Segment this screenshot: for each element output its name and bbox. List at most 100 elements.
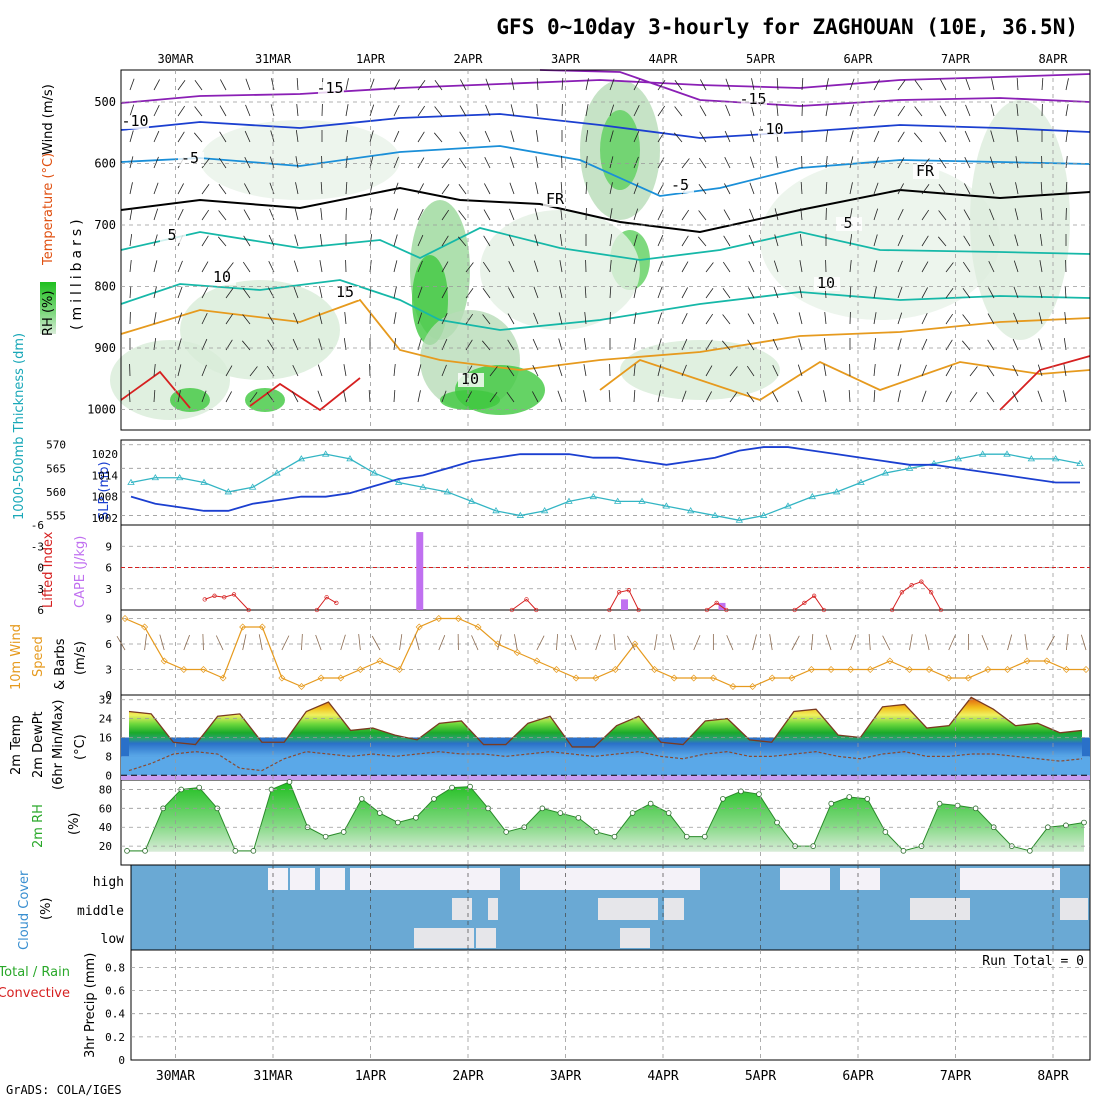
wind-barb: [535, 130, 539, 143]
lifted-index-point: [212, 593, 217, 598]
wind-barb-10m: [925, 634, 930, 651]
rh-point: [900, 848, 907, 854]
contour-label: -15: [316, 79, 343, 97]
wind-barb: [609, 286, 612, 299]
wind-barb: [1016, 78, 1019, 91]
wind-barb: [557, 390, 563, 403]
wind-barb: [153, 79, 160, 91]
wind-tick-label: 3: [105, 664, 112, 677]
wind-barb: [938, 184, 947, 195]
rh-point: [232, 848, 239, 854]
wind-barb: [633, 234, 638, 247]
wind-barb: [751, 78, 755, 91]
middle-cloud-block: [452, 898, 472, 920]
thickness-point: [808, 492, 817, 500]
wind-barb: [459, 131, 467, 143]
wind-barb: [825, 156, 828, 169]
rh-shading: [970, 100, 1070, 340]
lifted-index-point: [314, 607, 320, 613]
wind-barb: [583, 390, 587, 403]
temperature-tick-label: 8: [105, 750, 112, 763]
wind-speed-point: [533, 657, 541, 665]
wind-speed-point: [513, 649, 521, 656]
wind-barb: [609, 156, 614, 169]
contour-label-bg: [178, 152, 204, 166]
wind-barb: [1015, 156, 1019, 169]
wind-barb: [964, 183, 971, 195]
wind-barb: [774, 208, 779, 221]
thickness-point: [613, 497, 622, 504]
lifted-index-point: [636, 607, 641, 613]
wind-barb-10m: [438, 635, 446, 651]
wind-barb: [749, 208, 755, 221]
temperature-contour: [120, 370, 191, 409]
wind-barb: [509, 208, 515, 221]
wind-barb: [267, 339, 275, 351]
wind-speed-point: [278, 674, 286, 682]
wind-barb: [535, 182, 539, 195]
wind-barb: [417, 80, 426, 91]
wind-barb: [1039, 260, 1043, 273]
wind-barb: [1038, 312, 1043, 325]
wind-barb: [681, 287, 688, 299]
precip-total-label-horizontal: Total / Rain: [0, 965, 70, 980]
wind-barb: [393, 312, 397, 325]
wind-barb: [633, 260, 638, 273]
rh-point: [882, 829, 889, 835]
wind-barb: [921, 313, 928, 325]
wind-barb: [201, 313, 208, 325]
thickness-point: [1051, 455, 1060, 462]
wind-barb: [988, 287, 995, 299]
top-date-labels: 30MAR 31MAR 1APR 2APR 3APR 4APR 5APR 6APR 7APR 8A…: [157, 52, 1068, 66]
wind-barb: [393, 182, 399, 195]
rh-point: [575, 814, 582, 821]
wind-barb: [506, 365, 515, 377]
wind-barb: [296, 78, 299, 91]
contour-label: -10: [121, 112, 148, 130]
wind-barb: [800, 208, 803, 221]
wind-barb: [201, 364, 207, 377]
wind-barb: [849, 260, 852, 273]
lifted-index-point: [938, 607, 944, 613]
wind-barb: [698, 210, 707, 221]
rh-point: [647, 800, 654, 807]
wind-barb: [153, 260, 158, 273]
wind-barb: [417, 364, 422, 377]
rh-shading: [600, 110, 640, 190]
wind-speed-point: [984, 666, 992, 673]
wind-speed-point: [847, 666, 855, 673]
lifted-index-line: [316, 596, 337, 611]
bottom-date-label: 8APR: [1037, 1069, 1068, 1084]
wind-barb: [509, 182, 515, 195]
rh-point: [756, 791, 762, 797]
thickness-point: [638, 497, 646, 504]
wind-barb: [441, 158, 450, 169]
wind-barb-10m: [1024, 634, 1028, 651]
wind-barb: [194, 80, 203, 91]
contour-label: 5: [843, 214, 852, 232]
cloud-row-label: middle: [77, 904, 124, 919]
wind-barb: [270, 104, 275, 117]
wind-barb: [294, 234, 299, 247]
wind-barb: [698, 157, 707, 169]
wind-barb: [535, 156, 539, 169]
wind-speed-point: [807, 666, 815, 673]
rh-tick-label: 40: [99, 821, 112, 834]
wind-barb: [797, 364, 803, 377]
lifted-index-point: [811, 593, 817, 598]
wind-barb: [369, 208, 373, 221]
thickness-point: [467, 497, 476, 504]
wind-barb: [849, 286, 852, 299]
wind-barb: [441, 235, 449, 247]
wind-barb: [293, 286, 299, 299]
wind-barb: [798, 312, 803, 325]
wind-barb: [722, 288, 731, 299]
top-date-label: 6APR: [844, 52, 874, 66]
rh2m-axis-label: 2m RH: [31, 804, 46, 848]
wind-barb: [987, 339, 995, 351]
wind-barb: [748, 261, 755, 273]
wind-speed-point: [180, 666, 188, 673]
rh-point: [954, 802, 961, 809]
wind-speed-point: [317, 674, 325, 682]
wind-barb: [897, 105, 906, 117]
